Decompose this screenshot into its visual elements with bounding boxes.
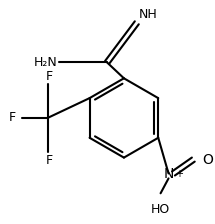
Text: +: +	[175, 170, 183, 179]
Text: O: O	[202, 153, 213, 167]
Text: NH: NH	[139, 8, 158, 21]
Text: N: N	[163, 168, 174, 181]
Text: HO: HO	[151, 203, 170, 216]
Text: F: F	[9, 112, 16, 125]
Text: F: F	[46, 154, 53, 167]
Text: H₂N: H₂N	[34, 56, 57, 69]
Text: F: F	[46, 70, 53, 83]
